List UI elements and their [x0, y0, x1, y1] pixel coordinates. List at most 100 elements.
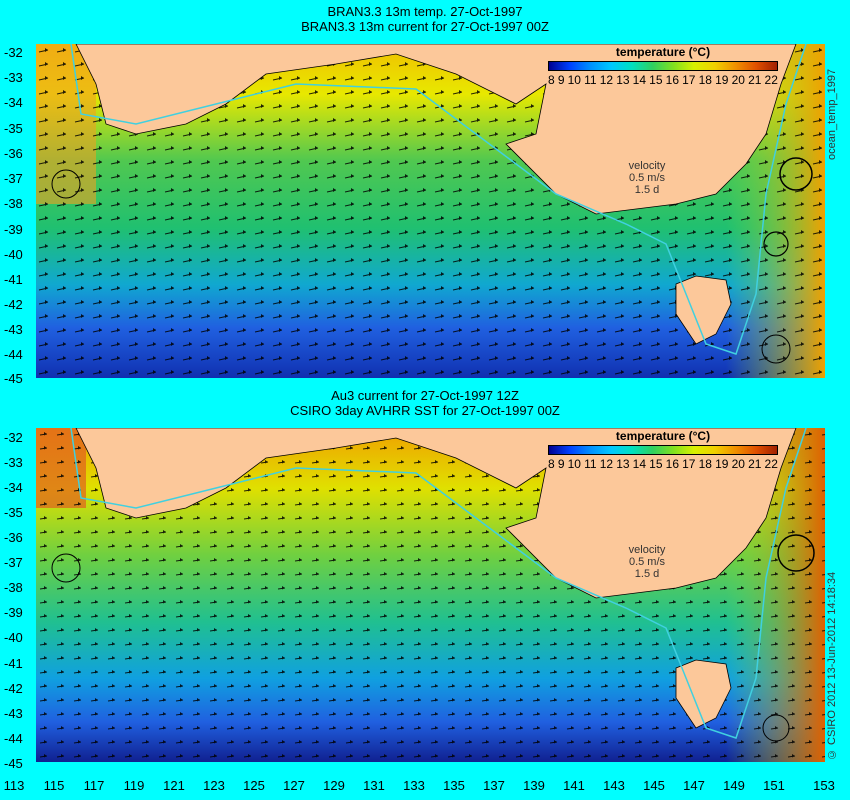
- y-tick: -36: [4, 146, 23, 161]
- x-tick: 115: [43, 778, 65, 793]
- y-tick: -32: [4, 430, 23, 445]
- top-side-label: ocean_temp_1997: [826, 68, 838, 160]
- x-tick: 129: [323, 778, 345, 793]
- y-tick: -35: [4, 505, 23, 520]
- y-tick: -37: [4, 555, 23, 570]
- y-tick: -45: [4, 756, 23, 771]
- x-tick: 117: [83, 778, 105, 793]
- bottom-title-2: CSIRO 3day AVHRR SST for 27-Oct-1997 00Z: [290, 403, 560, 418]
- y-tick: -42: [4, 297, 23, 312]
- y-tick: -39: [4, 222, 23, 237]
- bottom-colorbar: temperature (°C) 8 9 10 11 12 13 14 15 1…: [548, 429, 778, 471]
- x-tick: 143: [603, 778, 625, 793]
- bottom-velocity-legend: velocity 0.5 m/s 1.5 d: [617, 544, 677, 580]
- colorbar-ticks: 8 9 10 11 12 13 14 15 16 17 18 19 20 21 …: [548, 457, 778, 471]
- y-tick: -44: [4, 731, 23, 746]
- colorbar-tick: 8: [548, 73, 555, 87]
- colorbar-tick: 22: [764, 73, 778, 87]
- bottom-map-panel: [36, 428, 825, 762]
- bottom-title-1: Au3 current for 27-Oct-1997 12Z: [331, 388, 519, 403]
- colorbar-tick: 20: [731, 457, 745, 471]
- y-tick: -42: [4, 681, 23, 696]
- colorbar-tick: 13: [616, 73, 630, 87]
- colorbar-tick: 18: [698, 457, 712, 471]
- colorbar-tick: 21: [748, 457, 762, 471]
- colorbar-tick: 19: [715, 457, 729, 471]
- colorbar-tick: 15: [649, 73, 663, 87]
- top-title-2: BRAN3.3 13m current for 27-Oct-1997 00Z: [301, 19, 549, 34]
- x-tick: 145: [643, 778, 665, 793]
- colorbar-title: temperature (°C): [615, 429, 711, 443]
- x-tick: 119: [123, 778, 145, 793]
- x-tick: 153: [813, 778, 835, 793]
- colorbar-tick: 17: [682, 457, 696, 471]
- top-map-svg: [36, 44, 825, 378]
- y-tick: -41: [4, 272, 23, 287]
- colorbar-title: temperature (°C): [615, 45, 711, 59]
- x-tick: 123: [203, 778, 225, 793]
- velocity-label: velocity: [628, 160, 666, 172]
- colorbar-tick: 20: [731, 73, 745, 87]
- y-tick: -44: [4, 347, 23, 362]
- colorbar-tick: 9: [557, 73, 565, 87]
- x-tick: 121: [163, 778, 185, 793]
- x-tick: 141: [563, 778, 585, 793]
- colorbar-tick: 16: [665, 457, 679, 471]
- colorbar-tick: 14: [632, 73, 647, 87]
- colorbar-tick: 11: [584, 73, 597, 87]
- top-map-panel: [36, 44, 825, 378]
- colorbar-tick: 10: [567, 73, 581, 87]
- y-tick: -35: [4, 121, 23, 136]
- colorbar-tick: 17: [682, 73, 696, 87]
- x-tick: 135: [443, 778, 465, 793]
- y-tick: -38: [4, 196, 23, 211]
- x-tick: 151: [763, 778, 785, 793]
- colorbar-gradient: [548, 445, 778, 455]
- y-tick: -43: [4, 706, 23, 721]
- colorbar-tick: 13: [616, 457, 630, 471]
- colorbar-tick: 22: [764, 457, 778, 471]
- colorbar-tick: 14: [632, 457, 647, 471]
- colorbar-gradient: [548, 61, 778, 71]
- y-tick: -32: [4, 45, 23, 60]
- bottom-side-label: © CSIRO 2012 13-Jun-2012 14:18:34: [826, 571, 838, 760]
- y-tick: -45: [4, 371, 23, 386]
- colorbar-tick: 19: [715, 73, 729, 87]
- x-tick: 139: [523, 778, 545, 793]
- x-tick: 113: [3, 778, 25, 793]
- y-tick: -33: [4, 70, 23, 85]
- y-tick: -43: [4, 322, 23, 337]
- x-tick: 125: [243, 778, 265, 793]
- colorbar-tick: 10: [567, 457, 581, 471]
- colorbar-tick: 11: [584, 457, 597, 471]
- colorbar-tick: 8: [548, 457, 555, 471]
- x-tick: 127: [283, 778, 305, 793]
- y-tick: -36: [4, 530, 23, 545]
- y-tick: -39: [4, 605, 23, 620]
- colorbar-ticks: 8 9 10 11 12 13 14 15 16 17 18 19 20 21 …: [548, 73, 778, 87]
- colorbar-tick: 9: [557, 457, 565, 471]
- y-tick: -40: [4, 630, 23, 645]
- x-tick: 149: [723, 778, 745, 793]
- velocity-label: velocity: [628, 544, 666, 556]
- y-tick: -38: [4, 580, 23, 595]
- x-tick: 133: [403, 778, 425, 793]
- colorbar-tick: 18: [698, 73, 712, 87]
- x-tick: 137: [483, 778, 505, 793]
- y-tick: -37: [4, 171, 23, 186]
- top-colorbar: temperature (°C) 8 9 10 11 12 13 14 15 1…: [548, 45, 778, 87]
- top-velocity-legend: velocity 0.5 m/s 1.5 d: [617, 160, 677, 196]
- velocity-scale: 1.5 d: [634, 184, 660, 196]
- y-tick: -41: [4, 656, 23, 671]
- colorbar-tick: 21: [748, 73, 762, 87]
- y-tick: -34: [4, 480, 23, 495]
- colorbar-tick: 15: [649, 457, 663, 471]
- x-tick: 131: [363, 778, 385, 793]
- velocity-value: 0.5 m/s: [628, 172, 666, 184]
- y-tick: -34: [4, 95, 23, 110]
- bottom-map-svg: [36, 428, 825, 762]
- x-tick: 147: [683, 778, 705, 793]
- y-tick: -33: [4, 455, 23, 470]
- colorbar-tick: 12: [599, 457, 614, 471]
- top-title-1: BRAN3.3 13m temp. 27-Oct-1997: [327, 4, 523, 19]
